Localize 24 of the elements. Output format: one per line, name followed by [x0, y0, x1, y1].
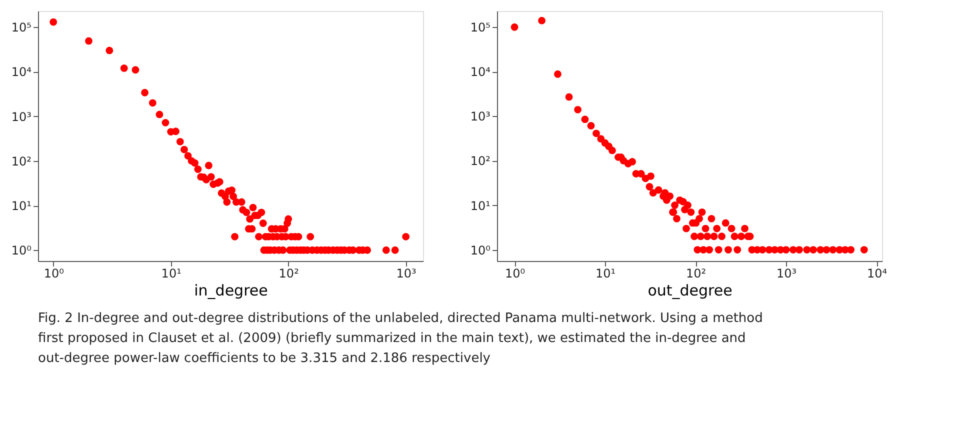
x-tick-label: 10²: [278, 266, 300, 280]
y-tick-label: 10²: [470, 154, 491, 168]
caption: Fig. 2 In-degree and out-degree distributions of the unlabeled, directed Panama multi-network. Using a method first proposed in Clauset et al. (2009) (briefly summarized in the main text), we estimated the in-degree and out-degree power-law coefficients to be 3.315 and 2.186 respectively: [38, 311, 763, 366]
y-tick-label: 10⁰: [11, 244, 32, 258]
y-tick-label: 10³: [11, 110, 32, 124]
y-tick-label: 10¹: [11, 199, 32, 214]
x-tick-label: 10⁰: [44, 266, 64, 280]
x-axis-title: in_degree: [194, 282, 268, 300]
y-tick-label: 10¹: [470, 198, 491, 213]
x-tick-label: 10³: [396, 266, 417, 280]
y-tick-label: 10⁵: [470, 20, 491, 35]
y-tick-label: 10⁴: [470, 65, 491, 80]
x-tick-label: 10⁰: [504, 266, 526, 280]
x-tick-label: 10¹: [595, 266, 616, 280]
y-tick-label: 10³: [470, 110, 491, 124]
y-tick-label: 10²: [11, 154, 32, 168]
x-tick-label: 10¹: [161, 266, 182, 280]
y-tick-label: 10⁰: [470, 243, 491, 258]
x-tick-label: 10²: [686, 266, 706, 280]
x-tick-label: 10⁴: [866, 266, 888, 280]
x-tick-label: 10³: [776, 266, 797, 280]
y-tick-label: 10⁴: [11, 65, 32, 80]
x-axis-title: out_degree: [648, 282, 732, 300]
y-tick-label: 10⁵: [11, 20, 32, 35]
